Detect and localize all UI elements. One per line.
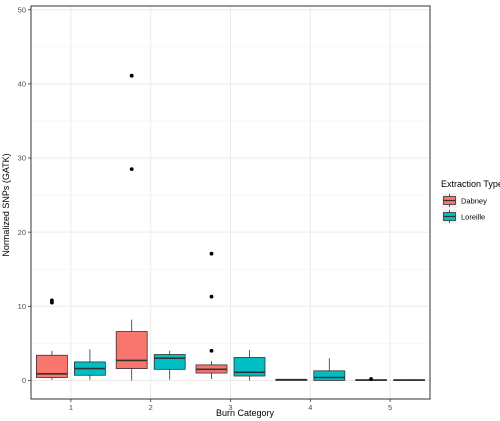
box bbox=[36, 354, 68, 378]
boxplot-marks bbox=[36, 73, 426, 381]
box bbox=[313, 370, 346, 381]
y-tick-label: 30 bbox=[18, 154, 26, 163]
y-tick-label: 50 bbox=[18, 5, 26, 14]
box bbox=[153, 354, 186, 370]
x-tick-label: 1 bbox=[69, 403, 73, 412]
outlier-point bbox=[50, 298, 54, 303]
y-tick-label: 40 bbox=[18, 79, 26, 88]
x-tick-label: 3 bbox=[228, 403, 232, 412]
y-axis-title: Normalized SNPs (GATK) bbox=[1, 153, 11, 256]
y-tick-label: 10 bbox=[18, 302, 26, 311]
legend-label: Dabney bbox=[461, 197, 487, 206]
plot-panel bbox=[31, 6, 430, 399]
outlier-point bbox=[369, 377, 373, 381]
x-tick-label: 5 bbox=[388, 403, 392, 412]
y-tick-label: 0 bbox=[22, 376, 26, 385]
y-tick-label: 20 bbox=[18, 228, 26, 237]
legend: Extraction Type Dabney Loreille bbox=[441, 179, 500, 224]
outlier-point bbox=[209, 294, 214, 299]
outlier-point bbox=[209, 251, 214, 256]
legend-title: Extraction Type bbox=[441, 179, 500, 189]
x-tick-label: 2 bbox=[149, 403, 153, 412]
outlier-point bbox=[129, 73, 134, 78]
x-tick-label: 4 bbox=[308, 403, 312, 412]
x-axis-title: Burn Category bbox=[216, 408, 275, 418]
box bbox=[115, 331, 148, 369]
box bbox=[233, 357, 266, 377]
axes: 0 10 20 30 40 50 1 2 3 4 5 bbox=[18, 5, 431, 412]
legend-label: Loreille bbox=[461, 213, 485, 222]
outlier-point bbox=[209, 348, 214, 353]
outlier-point bbox=[129, 167, 134, 172]
